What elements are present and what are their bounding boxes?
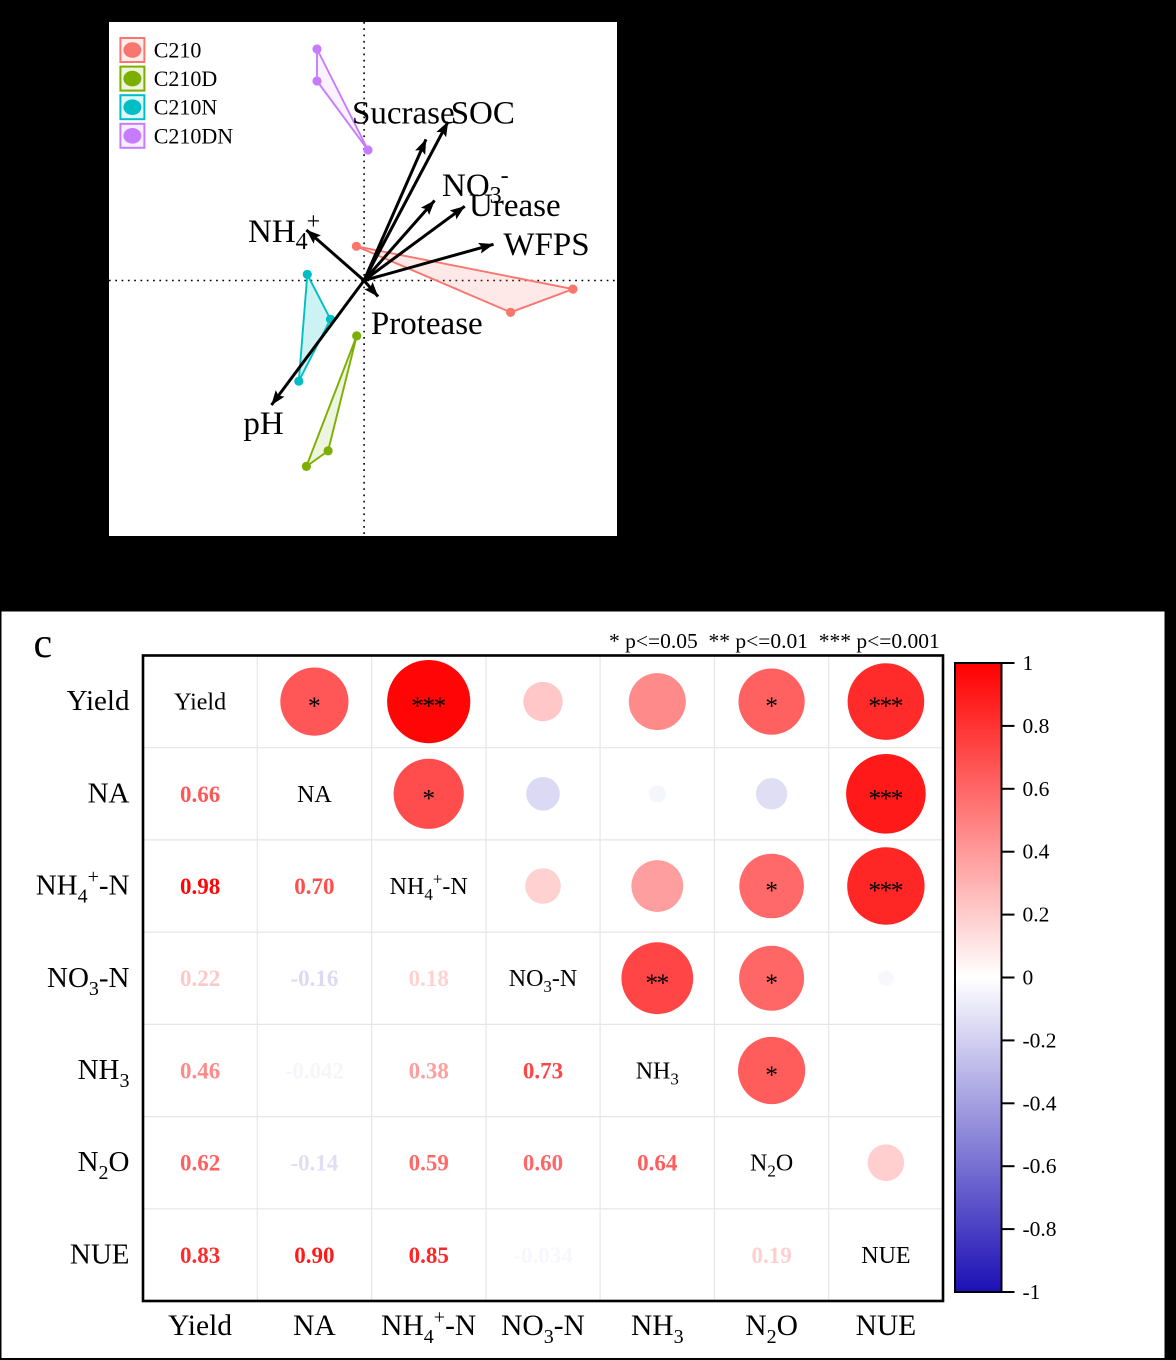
svg-text:pH: pH: [243, 406, 283, 442]
svg-text:0.73: 0.73: [523, 1059, 563, 1084]
svg-text:N2O: N2O: [750, 1151, 793, 1181]
svg-text:0.6: 0.6: [1023, 777, 1050, 801]
svg-text:1: 1: [1023, 651, 1034, 675]
svg-text:0.98: 0.98: [180, 874, 220, 899]
svg-text:-0.6: -0.6: [1023, 1154, 1057, 1178]
svg-text:*: *: [880, 691, 893, 720]
svg-text:0.4: 0.4: [1023, 840, 1050, 864]
svg-text:Urease: Urease: [469, 188, 561, 224]
svg-text:NA: NA: [297, 782, 332, 808]
svg-text:NA: NA: [293, 1310, 336, 1342]
svg-text:*: *: [765, 968, 778, 997]
svg-text:*: *: [891, 783, 904, 812]
svg-text:-0.16: -0.16: [290, 966, 338, 991]
svg-text:0.85: 0.85: [409, 1243, 449, 1268]
svg-text:*: *: [422, 783, 435, 812]
svg-text:*: *: [880, 783, 893, 812]
svg-text:*: *: [891, 876, 904, 905]
svg-text:C210DN: C210DN: [154, 123, 234, 148]
svg-text:NA: NA: [88, 777, 130, 809]
svg-text:SOC: SOC: [451, 96, 515, 132]
svg-text:0.83: 0.83: [180, 1243, 220, 1268]
svg-text:-0.042: -0.042: [285, 1059, 344, 1084]
svg-text:-0.4: -0.4: [1023, 1091, 1057, 1115]
svg-text:*: *: [868, 783, 881, 812]
svg-text:c: c: [34, 621, 53, 667]
svg-text:NO3-N: NO3-N: [47, 962, 130, 1000]
svg-text:-0.8: -0.8: [1023, 1217, 1057, 1241]
svg-text:0.60: 0.60: [523, 1151, 563, 1176]
svg-text:NUE: NUE: [70, 1238, 130, 1270]
svg-text:*: *: [868, 876, 881, 905]
svg-text:Yield: Yield: [67, 685, 130, 717]
svg-text:0.59: 0.59: [409, 1151, 449, 1176]
svg-text:NUE: NUE: [856, 1310, 917, 1342]
svg-text:NUE: NUE: [861, 1243, 910, 1269]
svg-text:*: *: [765, 1060, 778, 1089]
svg-text:*: *: [891, 691, 904, 720]
svg-text:0.38: 0.38: [409, 1059, 449, 1084]
svg-text:*: *: [765, 691, 778, 720]
svg-text:*: *: [434, 691, 447, 720]
svg-text:C210D: C210D: [154, 66, 218, 91]
svg-text:*: *: [765, 876, 778, 905]
svg-text:C210: C210: [154, 38, 202, 63]
svg-text:*: *: [411, 691, 424, 720]
svg-text:0.46: 0.46: [180, 1059, 220, 1084]
svg-text:0.70: 0.70: [294, 874, 334, 899]
svg-text:0.90: 0.90: [294, 1243, 334, 1268]
svg-text:-0.034: -0.034: [513, 1243, 573, 1268]
svg-text:NH4+-N: NH4+-N: [36, 866, 130, 908]
svg-text:-0.14: -0.14: [290, 1151, 338, 1176]
svg-text:0.66: 0.66: [180, 782, 220, 807]
svg-text:*: *: [868, 691, 881, 720]
svg-text:* p<=0.05 ** p<=0.01 *** p<=: * p<=0.05 ** p<=0.01 *** p<=0.001: [609, 629, 940, 653]
svg-text:*: *: [422, 691, 435, 720]
svg-text:Protease: Protease: [371, 306, 483, 342]
svg-text:0.19: 0.19: [751, 1243, 791, 1268]
svg-text:0.18: 0.18: [409, 966, 449, 991]
svg-text:0.64: 0.64: [637, 1151, 678, 1176]
svg-text:NO3-N: NO3-N: [501, 1310, 585, 1348]
svg-text:*: *: [645, 968, 658, 997]
svg-text:-1: -1: [1023, 1280, 1041, 1304]
svg-text:0: 0: [1023, 966, 1034, 990]
svg-text:NH3: NH3: [631, 1310, 684, 1348]
svg-text:Yield: Yield: [174, 690, 226, 716]
svg-text:C210N: C210N: [154, 95, 218, 120]
svg-text:NO3-N: NO3-N: [509, 966, 578, 996]
svg-text:-0.2: -0.2: [1023, 1028, 1057, 1052]
svg-text:0.2: 0.2: [1023, 903, 1050, 927]
svg-text:Sucrase: Sucrase: [352, 96, 455, 132]
svg-text:0.22: 0.22: [180, 966, 220, 991]
svg-text:Yield: Yield: [168, 1310, 232, 1342]
svg-text:*: *: [880, 876, 893, 905]
svg-text:0.8: 0.8: [1023, 714, 1050, 738]
svg-text:*: *: [308, 691, 321, 720]
svg-text:WFPS: WFPS: [503, 227, 589, 263]
svg-text:0.62: 0.62: [180, 1151, 220, 1176]
svg-text:*: *: [657, 968, 670, 997]
